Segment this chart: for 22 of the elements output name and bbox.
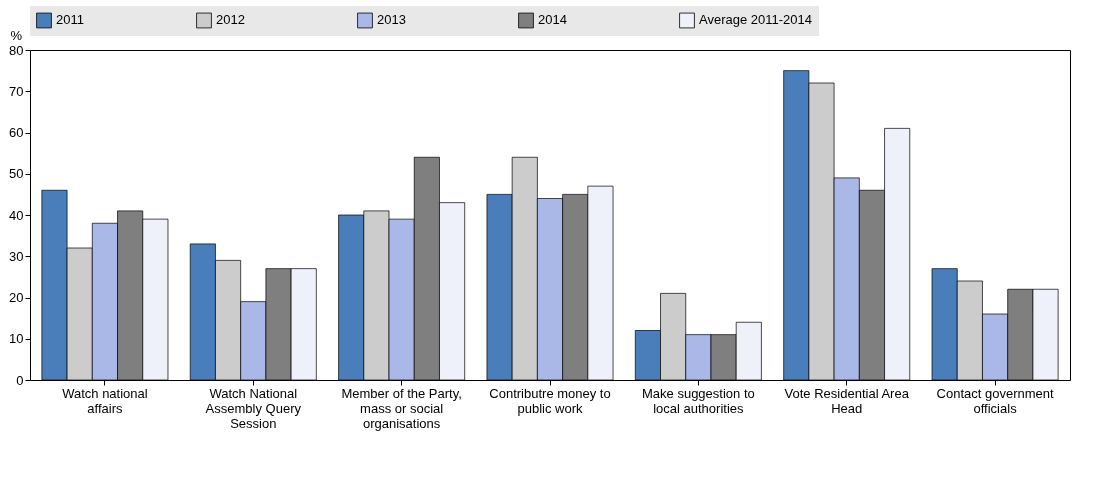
legend-label: 2011 <box>56 12 84 28</box>
legend-label: Average 2011-2014 <box>699 12 813 28</box>
y-tick-label: 80 <box>9 42 24 58</box>
y-axis-title: % <box>10 27 23 43</box>
x-tick-label: Watch national affairs <box>62 385 148 416</box>
y-tick-label: 40 <box>9 207 24 223</box>
y-tick-label: 50 <box>9 166 24 182</box>
y-tick-label: 60 <box>9 125 24 140</box>
x-tick-label: Watch National Assembly Query Session <box>205 385 302 431</box>
x-tick-label: Contributre money to public work <box>489 385 611 416</box>
legend-label: 2012 <box>216 12 245 28</box>
y-tick-label: 30 <box>9 248 24 264</box>
y-tick-label: 20 <box>9 290 24 305</box>
legend-label: 2014 <box>538 12 567 28</box>
legend-label: 2013 <box>377 12 406 28</box>
x-tick-label: Make suggestion to local authorities <box>641 385 755 416</box>
y-tick-label: 10 <box>9 331 24 347</box>
y-tick-label: 70 <box>9 83 24 99</box>
x-tick-label: Vote Residential Area Head <box>784 385 910 416</box>
x-tick-label: Member of the Party, mass or social organisations <box>341 385 462 431</box>
x-tick-label: Contact government officials <box>936 385 1054 416</box>
y-tick-label: 0 <box>16 372 24 388</box>
